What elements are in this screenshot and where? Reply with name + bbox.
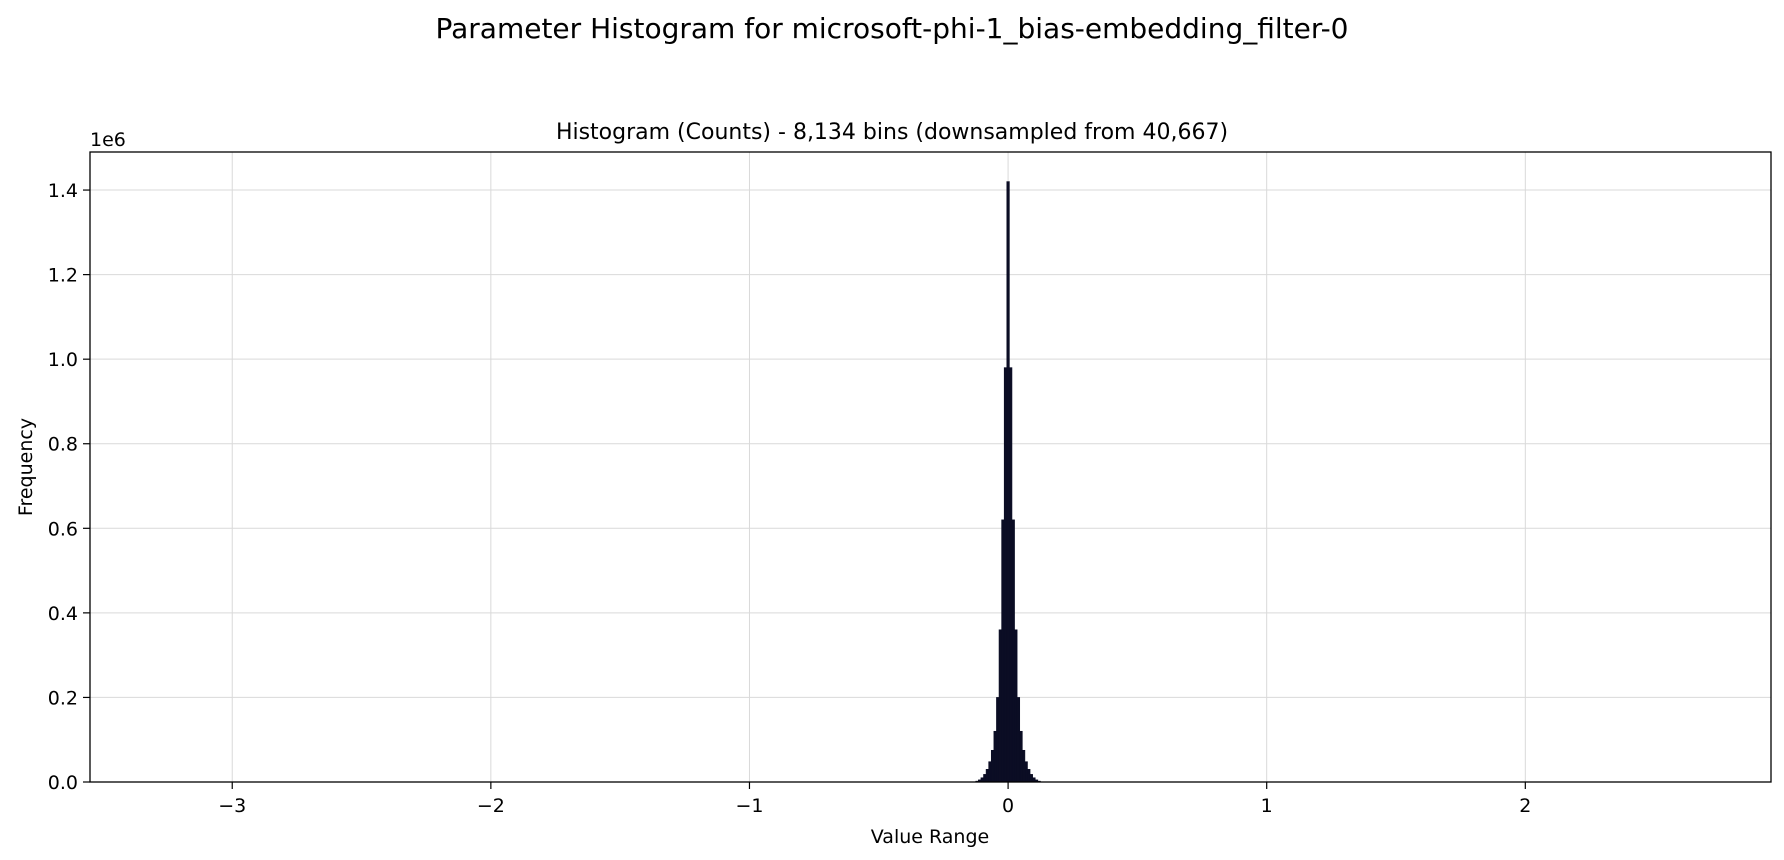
histogram-bar: [996, 697, 1000, 783]
histogram-bar: [990, 749, 995, 783]
histogram-bar: [1001, 519, 1005, 783]
x-tick-label: −3: [218, 795, 246, 817]
plot-area-frame: [89, 151, 1772, 783]
histogram-bar: [985, 769, 989, 783]
y-tick-label: 1.2: [48, 265, 78, 287]
x-tick-label: 1: [1261, 795, 1273, 817]
histogram-bar: [1029, 774, 1033, 783]
x-tick-label: 2: [1519, 795, 1531, 817]
histogram-bar: [1006, 181, 1010, 783]
histogram-bar: [1027, 769, 1031, 783]
histogram-bar: [993, 730, 997, 783]
y-tick-label: 0.0: [48, 772, 78, 794]
histogram-bar: [988, 761, 992, 783]
y-tick-label: 0.4: [48, 603, 78, 625]
chart-title: Histogram (Counts) - 8,134 bins (downsam…: [556, 120, 1228, 145]
y-axis-scale-label: 1e6: [90, 129, 126, 151]
histogram-bar: [998, 629, 1002, 783]
histogram-bar: [1011, 519, 1015, 783]
histogram-bar: [1014, 629, 1018, 783]
y-tick-label: 0.2: [48, 687, 78, 709]
histogram-bar: [983, 774, 987, 783]
histogram-bar: [1019, 730, 1023, 783]
x-tick-label: −2: [477, 795, 505, 817]
y-tick-label: 1.4: [48, 180, 78, 202]
histogram-bars: [975, 181, 1041, 783]
x-tick-label: −1: [735, 795, 763, 817]
histogram-bar: [1003, 367, 1008, 783]
histogram-bar: [1016, 697, 1021, 783]
y-axis-ticks: 0.0 0.2 0.4 0.6 0.8 1.0 1.2 1.4: [48, 180, 90, 794]
histogram-bar: [1024, 761, 1028, 783]
y-tick-label: 0.6: [48, 518, 78, 540]
figure-suptitle: Parameter Histogram for microsoft-phi-1_…: [436, 12, 1349, 45]
x-tick-label: 0: [1002, 795, 1014, 817]
x-axis-ticks: −3 −2 −1 0 1 2: [218, 782, 1531, 817]
histogram-bar: [1022, 749, 1026, 783]
x-axis-label: Value Range: [871, 826, 989, 848]
y-tick-label: 0.8: [48, 434, 78, 456]
y-tick-label: 1.0: [48, 349, 78, 371]
histogram-bar: [1009, 367, 1013, 783]
y-axis-label: Frequency: [15, 418, 37, 516]
